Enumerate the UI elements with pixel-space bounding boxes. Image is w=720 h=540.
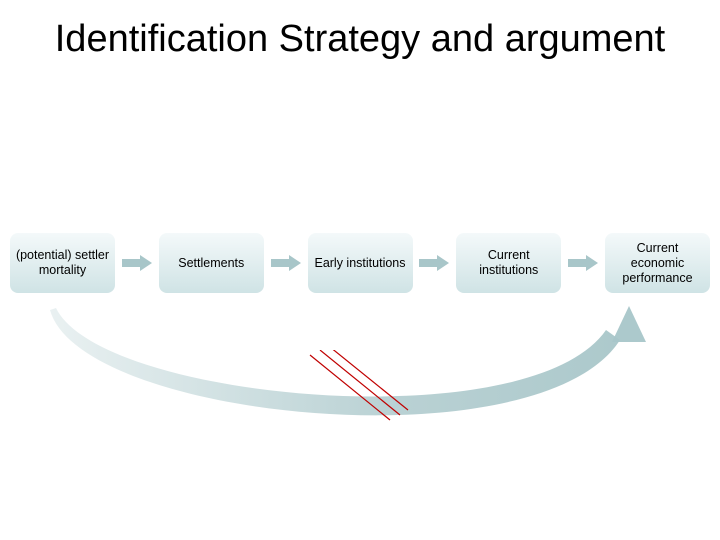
node-label: Settlements	[178, 256, 244, 271]
flow-arrow-icon	[568, 255, 598, 271]
flow-node-performance: Current economic performance	[605, 233, 710, 293]
node-label: Current economic performance	[609, 241, 706, 286]
flow-row: (potential) settler mortality Settlement…	[0, 228, 720, 298]
flow-node-current-institutions: Current institutions	[456, 233, 561, 293]
node-label: Current institutions	[460, 248, 557, 278]
flow-node-settlements: Settlements	[159, 233, 264, 293]
flow-node-mortality: (potential) settler mortality	[10, 233, 115, 293]
node-label: (potential) settler mortality	[14, 248, 111, 278]
node-label: Early institutions	[314, 256, 405, 271]
slide: Identification Strategy and argument (po…	[0, 0, 720, 540]
flow-arrow-icon	[271, 255, 301, 271]
strike-lines-icon	[300, 350, 410, 430]
slide-title: Identification Strategy and argument	[0, 18, 720, 62]
flow-arrow-icon	[419, 255, 449, 271]
flow-node-early-institutions: Early institutions	[308, 233, 413, 293]
flow-arrow-icon	[122, 255, 152, 271]
